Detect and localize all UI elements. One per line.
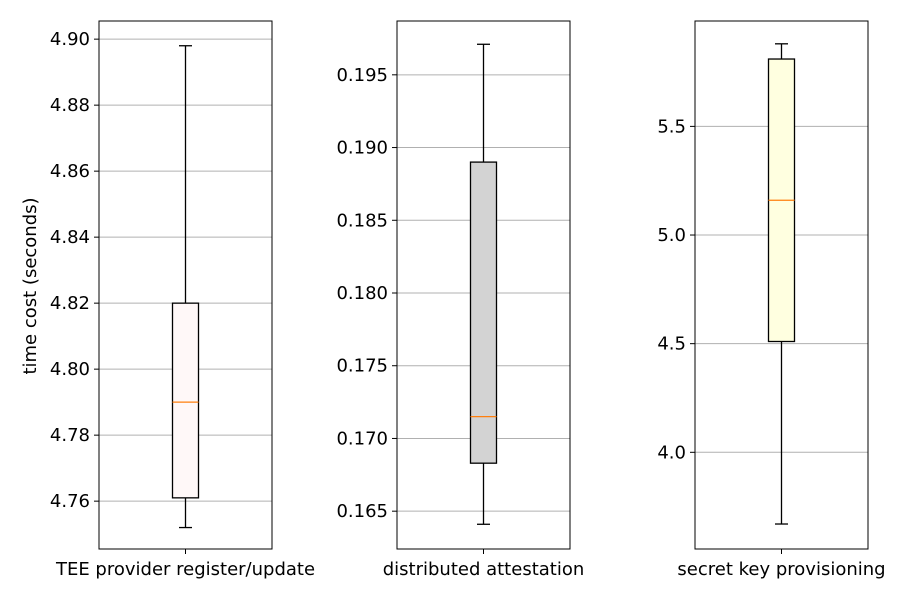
x-category-label: TEE provider register/update	[55, 559, 315, 580]
box	[171, 302, 200, 499]
y-tick-label: 4.80	[50, 359, 90, 380]
x-category-label: distributed attestation	[383, 559, 585, 580]
y-tick-label: 4.76	[50, 491, 90, 512]
panel-1: 4.76 4.78 4.80 4.82 4.84 4.86 4.88 4.90 TEE prov…	[50, 20, 315, 580]
panels: 4.76 4.78 4.80 4.82 4.84 4.86 4.88 4.90 TEE prov…	[50, 20, 886, 580]
box	[469, 161, 498, 464]
y-tick-label: 4.84	[50, 227, 90, 248]
y-tick-label: 4.86	[50, 161, 90, 182]
panel-2: 0.165 0.170 0.175 0.180 0.185 0.190 0.195 distr…	[336, 20, 585, 580]
y-tick-label: 4.90	[50, 29, 90, 50]
y-tick-label: 4.78	[50, 425, 90, 446]
y-tick-label: 0.195	[336, 65, 388, 86]
y-tick-label: 0.170	[336, 428, 388, 449]
y-tick-label: 0.180	[336, 283, 388, 304]
y-tick-label: 0.175	[336, 356, 388, 377]
y-tick-label: 5.0	[657, 225, 686, 246]
y-tick-label: 4.88	[50, 95, 90, 116]
y-tick-label: 0.185	[336, 210, 388, 231]
y-tick-label: 5.5	[657, 116, 686, 137]
x-category-label: secret key provisioning	[677, 559, 885, 580]
panel-3: 4.0 4.5 5.0 5.5 secret key provisioning	[657, 20, 886, 580]
y-tick-label: 4.0	[657, 442, 686, 463]
y-axis-label: time cost (seconds)	[20, 197, 41, 374]
y-tick-label: 4.82	[50, 293, 90, 314]
y-tick-label: 0.165	[336, 501, 388, 522]
y-tick-label: 0.190	[336, 138, 388, 159]
y-tick-label: 4.5	[657, 334, 686, 355]
